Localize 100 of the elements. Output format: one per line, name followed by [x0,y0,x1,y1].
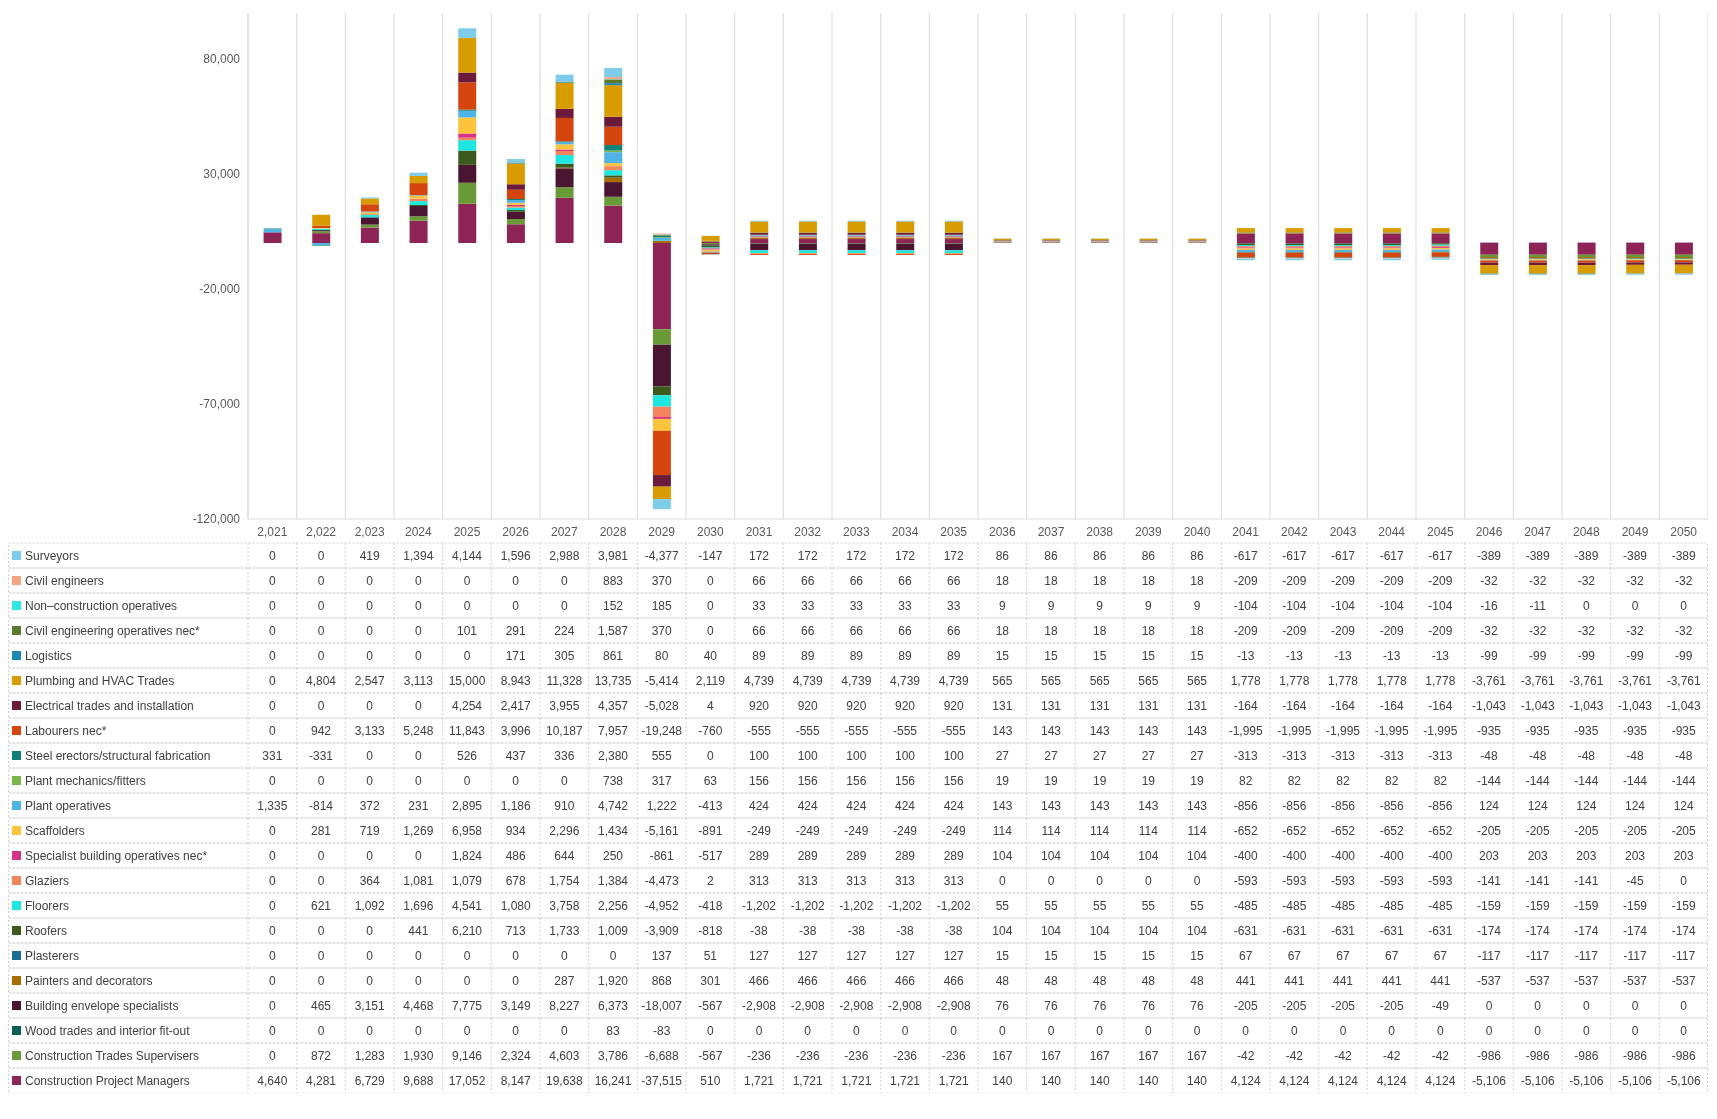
data-label: -32 [1528,573,1547,588]
data-label: -413 [698,798,723,813]
data-label: -4,952 [644,898,679,913]
data-label: 0 [1582,998,1590,1013]
data-label: -3,909 [644,923,679,938]
data-label: 0 [1582,1023,1590,1038]
data-label: 3,133 [354,723,386,738]
data-label: 67 [1384,948,1399,963]
data-label: 4,124 [1279,1073,1310,1088]
data-label: 80 [654,648,669,663]
data-label: -986 [1525,1048,1550,1063]
data-label: 131 [1186,698,1208,713]
data-label: 0 [1047,1023,1055,1038]
data-label: 3,151 [354,998,386,1013]
x-tick-label: 2047 [1524,524,1552,539]
data-label: -249 [941,823,966,838]
data-label: 1,222 [646,798,678,813]
data-label: -18,007 [641,998,683,1013]
data-label: 86 [1092,548,1107,563]
data-label: 920 [748,698,770,713]
data-label: 0 [414,948,422,963]
data-label: 19,638 [545,1073,584,1088]
data-label: -32 [1528,623,1547,638]
data-label: 466 [797,973,818,988]
data-label: 465 [310,998,332,1013]
data-label: -555 [941,723,966,738]
data-label: 15 [995,948,1010,963]
data-label: -3,761 [1569,673,1604,688]
data-label: 441 [408,923,429,938]
data-label: -313 [1428,748,1453,763]
data-label: -249 [892,823,918,838]
data-label: 441 [1332,973,1354,988]
data-label: 1,080 [500,898,532,913]
data-label: 104 [1040,848,1062,863]
data-label: 305 [554,648,575,663]
data-label: -209 [1428,573,1453,588]
data-label: 0 [317,1023,325,1038]
data-label: 0 [414,748,422,763]
data-label: 48 [1044,973,1058,988]
data-label: 0 [366,623,374,638]
x-tick-label: 2,021 [257,524,288,539]
data-label: -99 [1528,648,1547,663]
data-label: 0 [414,1023,422,1038]
data-label: -652 [1379,823,1404,838]
data-label: 100 [797,748,818,763]
data-label: -1,202 [741,898,777,913]
data-label: 167 [1089,1048,1110,1063]
data-label: 4,124 [1425,1073,1456,1088]
data-label: -174 [1476,923,1502,938]
data-label: 66 [898,623,912,638]
data-label: -159 [1574,898,1599,913]
data-label: -209 [1282,623,1307,638]
data-label: -104 [1233,598,1258,613]
data-label: 942 [310,723,332,738]
data-label: -99 [1674,648,1693,663]
data-label: -400 [1282,848,1307,863]
data-label: 89 [752,648,766,663]
data-label: 127 [894,948,916,963]
data-label: 0 [512,773,520,788]
data-label: 0 [268,698,276,713]
data-label: 67 [1238,948,1253,963]
data-label: 0 [706,598,714,613]
data-label: 9,146 [451,1048,483,1063]
legend-label: Non–construction operatives [25,598,178,613]
data-label: -818 [698,923,723,938]
data-label: 4 [706,698,714,713]
data-label: -209 [1428,623,1453,638]
data-label: 140 [1186,1073,1208,1088]
data-label: 19 [1190,773,1204,788]
data-label: -2,908 [790,998,825,1013]
data-label: -5,106 [1520,1073,1555,1088]
data-label: 167 [1040,1048,1062,1063]
data-label: -1,043 [1569,698,1604,713]
data-label: -485 [1233,898,1258,913]
data-label: -159 [1671,898,1696,913]
data-label: 0 [1631,1023,1639,1038]
data-label: -249 [795,823,820,838]
data-label: 313 [797,873,818,888]
data-label: 2,296 [549,823,580,838]
legend-label: Civil engineers [25,573,104,588]
data-label: 0 [366,848,374,863]
data-label: -32 [1480,623,1498,638]
data-label: 40 [703,648,718,663]
data-label: 100 [846,748,867,763]
data-label: 66 [946,623,961,638]
data-label: -164 [1282,698,1307,713]
data-label: -5,106 [1471,1073,1507,1088]
data-label: 82 [1433,773,1448,788]
data-label: -205 [1671,823,1696,838]
data-label: 114 [1090,823,1110,838]
data-label: 156 [894,773,916,788]
data-label: 370 [651,573,672,588]
data-label: -117 [1623,948,1647,963]
data-label: 466 [748,973,770,988]
data-label: -617 [1379,548,1404,563]
data-label: 224 [554,623,575,638]
data-label: 89 [946,648,961,663]
x-tick-label: 2049 [1621,524,1649,539]
data-label: 1,186 [500,798,532,813]
data-label: 104 [1186,848,1208,863]
